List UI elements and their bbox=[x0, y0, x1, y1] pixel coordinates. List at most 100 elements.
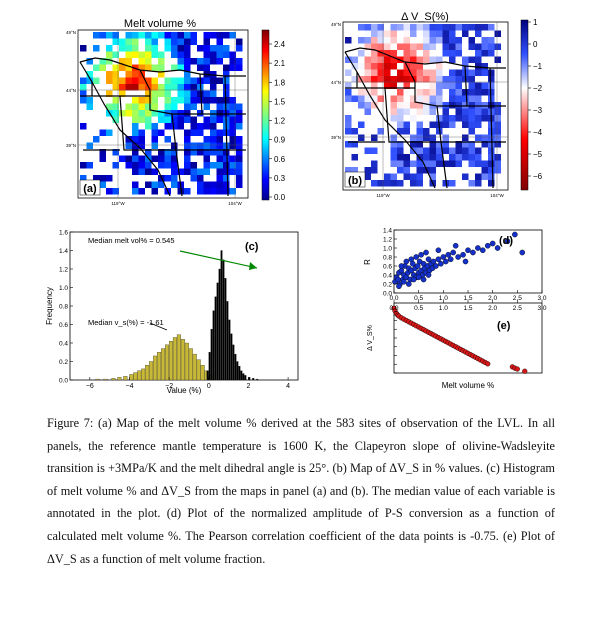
map-cell bbox=[106, 58, 113, 65]
map-cell bbox=[197, 123, 204, 130]
map-cell bbox=[468, 160, 475, 167]
map-cell bbox=[125, 77, 132, 84]
map-cell bbox=[436, 56, 443, 63]
map-cell bbox=[351, 154, 358, 161]
map-cell bbox=[364, 30, 371, 37]
map-cell bbox=[364, 102, 371, 109]
map-cell bbox=[423, 108, 430, 115]
scatter-point bbox=[452, 242, 459, 249]
map-cell bbox=[125, 162, 132, 169]
map-cell bbox=[488, 89, 495, 96]
map-cell bbox=[468, 108, 475, 115]
scatter-point bbox=[445, 251, 452, 258]
map-cell bbox=[151, 84, 158, 91]
scatter-point bbox=[435, 256, 442, 263]
map-cell bbox=[119, 38, 126, 45]
map-cell bbox=[410, 24, 417, 31]
map-cell bbox=[216, 142, 223, 149]
panel-d-points bbox=[392, 231, 526, 290]
map-cell bbox=[229, 155, 236, 162]
map-cell bbox=[449, 160, 456, 167]
histogram-bar bbox=[103, 378, 108, 381]
map-cell bbox=[494, 30, 501, 37]
map-cell bbox=[216, 110, 223, 117]
map-cell bbox=[468, 121, 475, 128]
map-cell bbox=[177, 38, 184, 45]
map-cell bbox=[397, 180, 404, 187]
map-cell bbox=[351, 56, 358, 63]
scatter-point bbox=[514, 366, 520, 372]
map-cell bbox=[371, 167, 378, 174]
map-cell bbox=[475, 180, 482, 187]
map-cell bbox=[449, 82, 456, 89]
map-cell bbox=[494, 167, 501, 174]
histogram-bar bbox=[111, 377, 116, 381]
map-cell bbox=[468, 89, 475, 96]
scatter-point bbox=[450, 249, 457, 256]
map-cell bbox=[151, 38, 158, 45]
map-cell bbox=[216, 155, 223, 162]
map-cell bbox=[410, 180, 417, 187]
map-cell bbox=[203, 136, 210, 143]
histogram-bar bbox=[234, 353, 237, 381]
panel-b-title: Δ V_S(%) bbox=[401, 11, 449, 23]
map-cell bbox=[125, 45, 132, 52]
map-cell bbox=[229, 162, 236, 169]
map-cell bbox=[184, 142, 191, 149]
map-cell bbox=[203, 77, 210, 84]
map-cell bbox=[132, 136, 139, 143]
map-cell bbox=[449, 180, 456, 187]
map-cell bbox=[138, 51, 145, 58]
map-cell bbox=[158, 162, 165, 169]
map-cell bbox=[468, 95, 475, 102]
map-cell bbox=[481, 82, 488, 89]
map-cell bbox=[403, 102, 410, 109]
map-cell bbox=[138, 32, 145, 39]
map-cell bbox=[203, 162, 210, 169]
panel-b-colorbar-ticks: 1 0 −1 −2 −3 −4 −5 −6 bbox=[528, 18, 543, 181]
map-cell bbox=[494, 154, 501, 161]
map-cell bbox=[112, 162, 119, 169]
map-cell bbox=[210, 90, 217, 97]
arrow-median-melt bbox=[179, 250, 258, 269]
map-cell bbox=[351, 167, 358, 174]
map-cell bbox=[416, 128, 423, 135]
histogram-bar bbox=[206, 370, 209, 381]
map-cell bbox=[125, 38, 132, 45]
y-tick-label: 1.2 bbox=[383, 237, 392, 244]
map-cell bbox=[390, 160, 397, 167]
histogram-bar bbox=[172, 337, 177, 381]
map-cell bbox=[449, 69, 456, 76]
colorbar-tick-label: 1.5 bbox=[274, 97, 286, 106]
map-cell bbox=[449, 89, 456, 96]
map-cell bbox=[475, 24, 482, 31]
panel-d: 0.0 0.5 1.0 1.5 2.0 2.5 3.0 0.0 0.2 0.4 0.6 0.8 1.0 1… bbox=[363, 228, 547, 303]
map-cell bbox=[210, 181, 217, 188]
map-cell bbox=[132, 51, 139, 58]
map-cell bbox=[416, 167, 423, 174]
map-cell bbox=[236, 155, 243, 162]
map-cell bbox=[125, 71, 132, 78]
map-cell bbox=[151, 168, 158, 175]
map-cell bbox=[488, 69, 495, 76]
map-cell bbox=[410, 69, 417, 76]
map-cell bbox=[158, 116, 165, 123]
scatter-point bbox=[455, 254, 461, 260]
map-cell bbox=[390, 154, 397, 161]
colorbar-tick-label: 0.6 bbox=[274, 155, 286, 164]
panel-a-lat-44: 44°N bbox=[66, 88, 76, 93]
scatter-point bbox=[396, 283, 402, 290]
map-cell bbox=[236, 175, 243, 182]
panel-a-borders bbox=[79, 57, 246, 197]
map-cell bbox=[223, 90, 230, 97]
map-cell bbox=[112, 64, 119, 71]
map-cell bbox=[177, 97, 184, 104]
map-cell bbox=[468, 56, 475, 63]
map-cell bbox=[80, 123, 87, 130]
map-cell bbox=[112, 188, 119, 195]
map-cell bbox=[377, 95, 384, 102]
map-cell bbox=[397, 43, 404, 50]
map-cell bbox=[429, 154, 436, 161]
map-cell bbox=[184, 77, 191, 84]
map-cell bbox=[488, 50, 495, 57]
